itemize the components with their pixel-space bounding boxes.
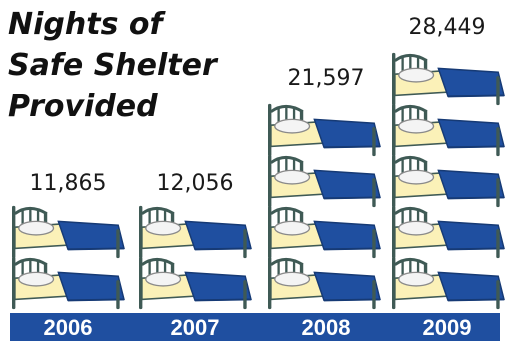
value-label-2009: 28,449 bbox=[409, 15, 486, 40]
bed-stack-2008 bbox=[266, 102, 382, 311]
year-label-2008: 2008 bbox=[302, 315, 351, 340]
bed-icon bbox=[390, 153, 505, 209]
bed-icon bbox=[137, 255, 253, 311]
bed-icon bbox=[390, 255, 505, 311]
year-label-2006: 2006 bbox=[44, 315, 93, 340]
bed-stack-2009 bbox=[390, 51, 505, 311]
value-label-2008: 21,597 bbox=[288, 66, 365, 91]
value-labels: 11,865 12,056 21,597 28,449 bbox=[30, 15, 486, 196]
bed-icon bbox=[390, 204, 505, 260]
title-line-2: Safe Shelter bbox=[8, 48, 219, 83]
bed-icon bbox=[390, 51, 505, 107]
bed-icon bbox=[137, 204, 253, 260]
bed-icon bbox=[266, 255, 382, 311]
bed-icon bbox=[266, 102, 382, 158]
title-line-1: Nights of bbox=[8, 7, 166, 42]
value-label-2007: 12,056 bbox=[157, 171, 234, 196]
year-label-2009: 2009 bbox=[423, 315, 472, 340]
bed-icon bbox=[10, 255, 126, 311]
bed-icon bbox=[266, 204, 382, 260]
title-line-3: Provided bbox=[8, 89, 158, 124]
bed-stack-2007 bbox=[137, 204, 253, 311]
bed-icon bbox=[266, 153, 382, 209]
bed-icon bbox=[10, 204, 126, 260]
bed-icon bbox=[390, 102, 505, 158]
year-labels: 2006 2007 2008 2009 bbox=[44, 315, 472, 340]
value-label-2006: 11,865 bbox=[30, 171, 107, 196]
bed-stack-2006 bbox=[10, 204, 126, 311]
year-axis-band bbox=[10, 313, 500, 341]
year-label-2007: 2007 bbox=[171, 315, 220, 340]
chart-title: Nights of Safe Shelter Provided bbox=[8, 7, 219, 124]
